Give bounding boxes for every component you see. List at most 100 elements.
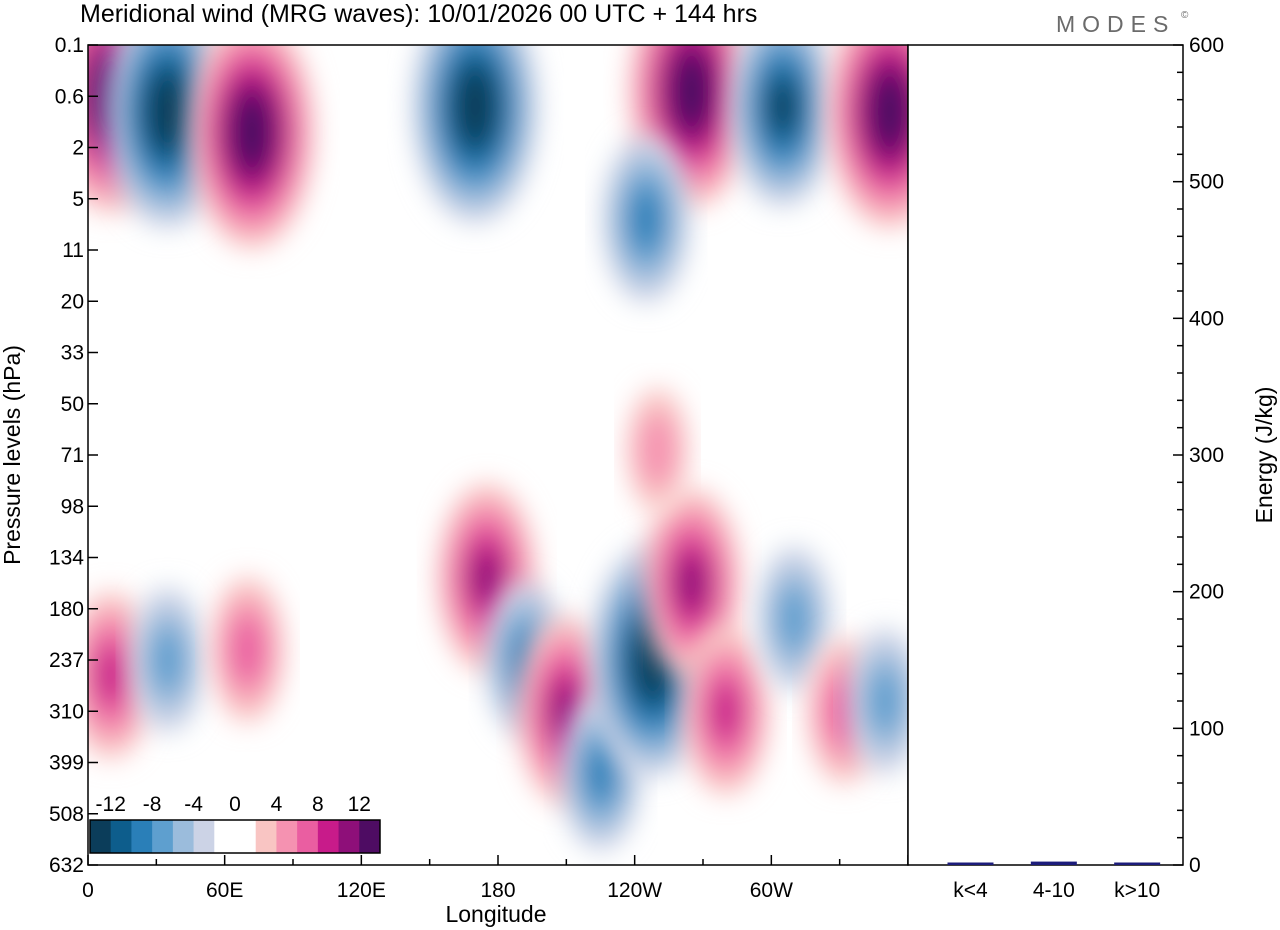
- colorbar-label: 0: [229, 793, 241, 816]
- energy-bar: [1114, 862, 1161, 865]
- wind-field: [88, 45, 908, 852]
- y-tick-label: 33: [61, 342, 84, 365]
- y-tick-label: 0.6: [55, 85, 84, 108]
- x-tick-label: 0: [82, 879, 94, 902]
- colorbar-swatch: [317, 820, 340, 853]
- brand-mark: ©: [1181, 10, 1189, 21]
- contour-band: [230, 617, 264, 683]
- y-tick-label: 399: [49, 752, 84, 775]
- contour-band: [95, 646, 126, 705]
- colorbar-swatch: [193, 820, 215, 853]
- colorbar-swatch: [131, 820, 153, 853]
- brand-logo: MODES ©: [1056, 10, 1189, 37]
- chart-title: Meridional wind (MRG waves): 10/01/2026 …: [80, 0, 757, 28]
- x-tick-label: 60W: [750, 879, 793, 902]
- field-feature: [210, 576, 285, 723]
- y-tick-label: 632: [49, 854, 84, 877]
- longitude-axis: 0 60E 120E 180 120W 60W: [82, 855, 909, 902]
- colorbar-label: 4: [271, 793, 283, 816]
- y-tick-label: 2: [72, 137, 84, 160]
- contour-band: [472, 550, 501, 606]
- colorbar-swatch: [235, 820, 257, 853]
- contour-band: [678, 66, 705, 116]
- y-tick-label: 134: [49, 547, 84, 570]
- colorbar-swatch: [338, 820, 360, 853]
- y-axis-label: Pressure levels (hPa): [0, 345, 25, 565]
- contour-band: [638, 411, 677, 489]
- field-feature: [602, 135, 690, 304]
- field-feature: [729, 45, 836, 207]
- contour-band: [151, 627, 185, 693]
- colorbar-label: 12: [348, 793, 371, 816]
- pressure-axis: 0.1 0.6 2 5 11 20 33 50 71 98 134 180 237 310 399 508 63…: [49, 34, 98, 877]
- colorbar-swatch: [297, 820, 319, 853]
- energy-category-label: 4-10: [1033, 879, 1075, 902]
- colorbar-swatch: [359, 820, 381, 853]
- colorbar-label: -12: [96, 793, 126, 816]
- colorbar-label: 8: [312, 793, 324, 816]
- energy-tick-label: 200: [1189, 581, 1224, 604]
- energy-bar: [1030, 861, 1077, 865]
- y-tick-label: 20: [61, 290, 84, 313]
- energy-axis-label: Energy (J/kg): [1251, 387, 1277, 524]
- energy-tick-label: 600: [1189, 34, 1224, 57]
- energy-tick-label: 400: [1189, 307, 1224, 330]
- field-feature: [130, 587, 205, 733]
- x-tick-label: 60E: [206, 879, 243, 902]
- contour-band: [154, 86, 181, 137]
- contour-band: [876, 86, 903, 137]
- field-feature: [628, 45, 755, 209]
- energy-categories: k<4 4-10 k>10: [953, 879, 1160, 902]
- colorbar-label: -4: [184, 793, 203, 816]
- field-feature: [682, 627, 770, 796]
- energy-frame: [907, 44, 1184, 866]
- colorbar-swatch: [172, 820, 195, 853]
- contour-band: [630, 190, 662, 249]
- contour-band: [769, 82, 796, 131]
- y-tick-label: 0.1: [55, 34, 84, 57]
- colorbar-swatch: [255, 820, 277, 853]
- y-tick-label: 237: [49, 649, 84, 672]
- energy-category-label: k>10: [1114, 879, 1160, 902]
- contour-band: [462, 81, 489, 132]
- brand-text: MODES: [1056, 11, 1175, 37]
- x-axis-label: Longitude: [445, 901, 546, 927]
- y-tick-label: 310: [49, 700, 84, 723]
- colorbar-frame: [89, 819, 381, 854]
- colorbar-swatch: [152, 820, 174, 853]
- field-feature: [412, 45, 539, 224]
- energy-tick-label: 300: [1189, 444, 1224, 467]
- colorbar-swatch: [276, 820, 298, 853]
- contour-band: [710, 682, 741, 741]
- contour-band: [777, 586, 811, 652]
- colorbar-label: -8: [143, 793, 162, 816]
- contour-band: [868, 668, 902, 734]
- field-feature: [756, 546, 832, 692]
- energy-panel: 0 100 200 300 400 500 600 k<4 4-10 k>10 Energy (…: [907, 34, 1277, 902]
- y-tick-label: 5: [72, 188, 84, 211]
- contour-band: [677, 555, 706, 611]
- energy-bar: [947, 862, 994, 865]
- energy-tick-label: 100: [1189, 717, 1224, 740]
- y-tick-label: 11: [62, 239, 84, 262]
- y-tick-label: 98: [61, 495, 84, 518]
- heatmap-panel: -12 -8 -4 0 4 8 12 0.1 0.6 2 5 11 20 33 50 71 98 134 180 2…: [0, 34, 909, 927]
- y-tick-label: 71: [61, 444, 84, 467]
- energy-bars: [947, 861, 1161, 865]
- contour-band: [586, 745, 615, 801]
- field-feature: [826, 45, 908, 229]
- colorbar-swatch: [90, 820, 112, 853]
- colorbar-swatch: [214, 820, 236, 853]
- energy-category-label: k<4: [953, 879, 988, 902]
- y-tick-label: 508: [49, 803, 84, 826]
- contour-band: [238, 107, 266, 157]
- x-tick-label: 120W: [607, 879, 662, 902]
- energy-axis: 0 100 200 300 400 500 600: [1173, 34, 1224, 877]
- y-tick-label: 50: [61, 393, 84, 416]
- colorbar-swatch: [110, 820, 132, 853]
- field-feature: [626, 387, 689, 512]
- field-feature: [848, 628, 908, 774]
- x-tick-label: 180: [480, 879, 515, 902]
- energy-tick-label: 0: [1189, 854, 1201, 877]
